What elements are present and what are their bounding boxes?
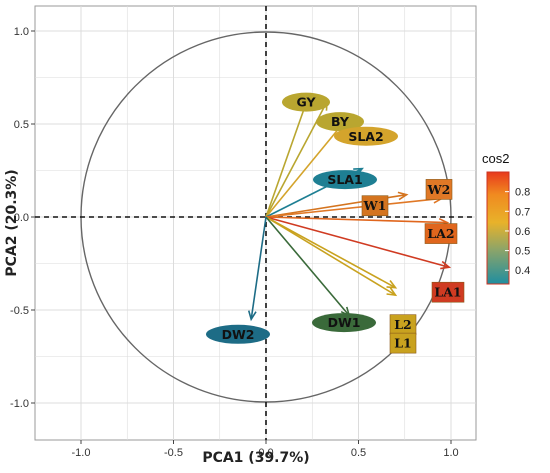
label-oval	[282, 92, 330, 112]
arrow-dw1	[265, 216, 350, 317]
label-la2: LA2	[424, 223, 458, 244]
arrow-la1	[265, 216, 450, 268]
legend-tick-label: 0.5	[515, 246, 530, 258]
x-tick-label: 1.0	[443, 447, 458, 459]
label-oval	[312, 313, 376, 333]
arrowhead-w1	[397, 191, 409, 201]
variable-name: DW1	[328, 315, 361, 330]
label-l2: L2	[389, 314, 417, 335]
variable-name: DW2	[222, 327, 255, 342]
legend-colorbar	[486, 171, 510, 285]
arrow-l2	[265, 216, 396, 289]
y-axis-title: PCA2 (20.3%)	[4, 169, 20, 276]
variable-name: SLA2	[348, 129, 383, 144]
arrowhead-l2	[386, 280, 398, 289]
y-tick-label: 0.0	[14, 212, 29, 224]
label-w2: W2	[425, 179, 453, 200]
label-box	[424, 223, 458, 244]
y-axis-ticks: 1.0 0.5 0.0 -0.5 -1.0	[10, 26, 35, 410]
legend-title: cos2	[482, 151, 509, 166]
legend: cos2 0.8 0.7 0.6 0.5 0.4	[482, 151, 530, 285]
label-w1: W1	[361, 195, 389, 216]
x-axis-title: PCA1 (39.7%)	[202, 450, 309, 466]
arrowhead-dw2	[247, 310, 257, 322]
legend-tick-label: 0.6	[515, 226, 530, 238]
label-box	[361, 195, 389, 216]
label-box	[389, 332, 417, 354]
arrowhead-l1	[386, 287, 398, 297]
label-gy: GY	[282, 92, 330, 112]
label-oval	[316, 112, 364, 132]
y-tick-label: 1.0	[14, 26, 29, 38]
legend-ticks: 0.8 0.7 0.6 0.5 0.4	[505, 187, 530, 277]
arrow-gy	[265, 95, 310, 218]
variable-name: L2	[394, 317, 412, 332]
label-box	[431, 281, 465, 303]
arrow-w2	[265, 197, 442, 218]
plot-panel	[34, 5, 477, 441]
x-tick-label: -1.0	[72, 447, 91, 459]
variable-name: BY	[331, 114, 350, 129]
arrow-la2	[265, 216, 448, 224]
legend-tick-label: 0.7	[515, 206, 530, 218]
label-oval	[206, 324, 270, 344]
y-tick-label: -1.0	[10, 398, 29, 410]
label-sla2: SLA2	[334, 126, 398, 146]
label-oval	[334, 126, 398, 146]
label-la1: LA1	[431, 281, 465, 303]
variable-name: LA1	[434, 285, 461, 300]
label-box	[425, 179, 453, 200]
variable-name: LA2	[427, 226, 454, 241]
variable-name: SLA1	[327, 172, 362, 187]
x-tick-label: 0.5	[351, 447, 366, 459]
arrowhead-la1	[440, 260, 452, 270]
arrow-dw2	[250, 216, 267, 320]
variable-name: L1	[394, 336, 412, 351]
label-dw2: DW2	[206, 324, 270, 344]
y-tick-label: 0.5	[14, 119, 29, 131]
variable-name: W2	[427, 182, 451, 197]
label-oval	[313, 170, 377, 190]
label-l1: L1	[389, 332, 417, 354]
arrow-l1	[265, 216, 396, 296]
variable-name: GY	[296, 95, 316, 110]
x-tick-label: 0.0	[258, 447, 273, 459]
x-axis-ticks: -1.0 -0.5 0.0 0.5 1.0	[72, 440, 459, 459]
x-tick-label: -0.5	[164, 447, 183, 459]
variable-name: W1	[363, 198, 387, 213]
y-tick-label: -0.5	[10, 305, 29, 317]
label-by: BY	[316, 112, 364, 132]
label-dw1: DW1	[312, 313, 376, 333]
label-sla1: SLA1	[313, 170, 377, 190]
legend-tick-label: 0.4	[515, 265, 530, 277]
arrow-sla2	[265, 119, 347, 218]
legend-tick-label: 0.8	[515, 187, 530, 199]
